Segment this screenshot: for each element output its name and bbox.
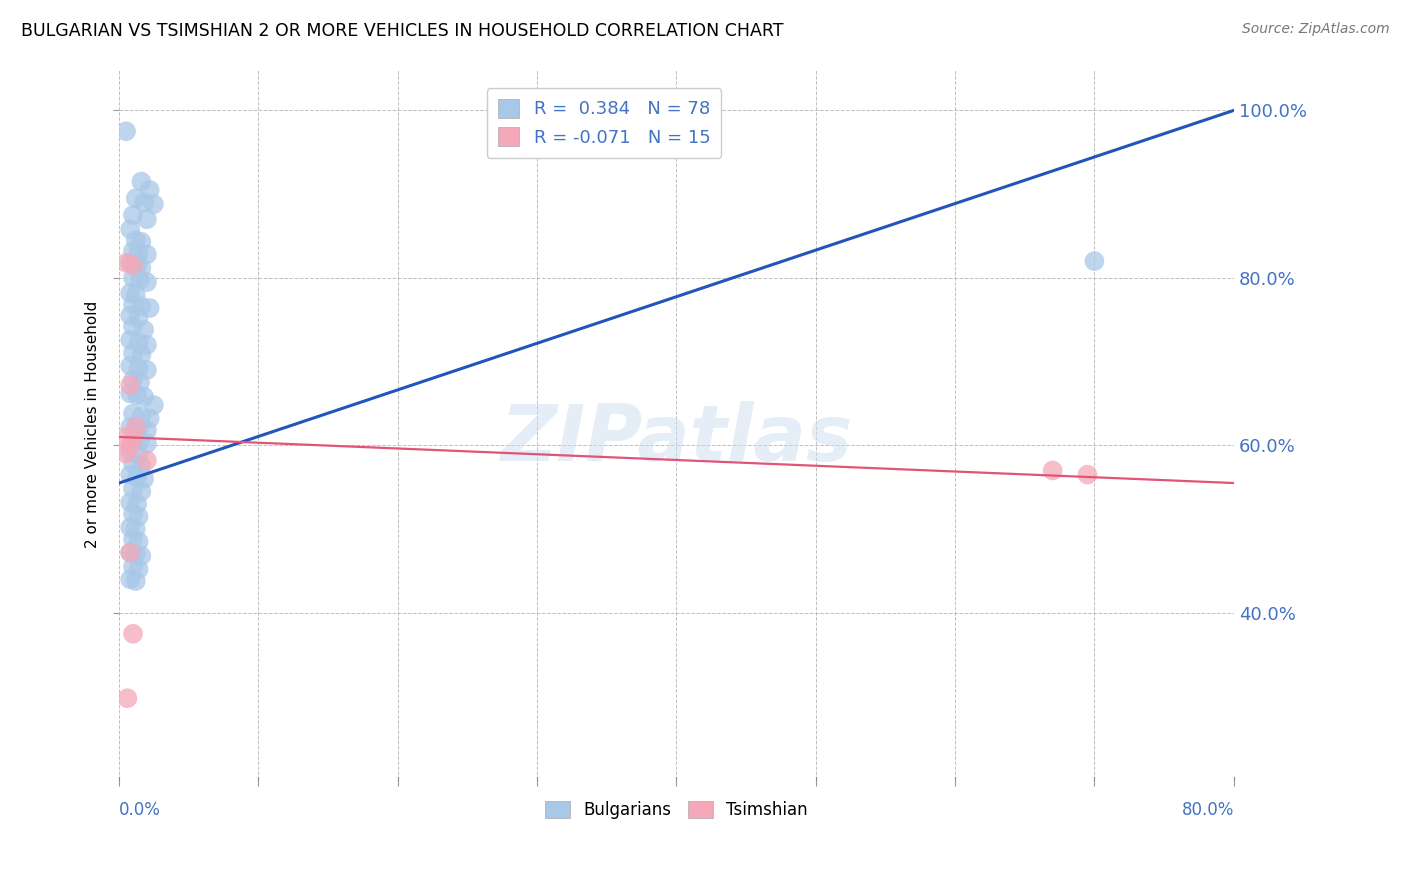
Point: [120, 545, 142, 559]
Point: [120, 520, 142, 534]
Point: [128, 562, 150, 576]
Point: [120, 256, 142, 270]
Point: [115, 124, 138, 138]
Point: [127, 258, 149, 272]
Point: [122, 432, 145, 446]
Text: ZIPatlas: ZIPatlas: [501, 401, 852, 476]
Point: [120, 222, 142, 236]
Point: [122, 319, 145, 334]
Point: [120, 572, 142, 586]
Point: [127, 497, 149, 511]
Point: [131, 235, 153, 249]
Point: [122, 346, 145, 360]
Point: [128, 335, 150, 350]
Point: [134, 390, 156, 404]
Text: 80.0%: 80.0%: [1181, 801, 1234, 819]
Point: [120, 467, 142, 482]
Point: [115, 430, 138, 444]
Point: [134, 195, 156, 210]
Point: [122, 532, 145, 546]
Point: [117, 691, 139, 706]
Point: [131, 175, 153, 189]
Point: [135, 363, 157, 377]
Point: [131, 409, 153, 423]
Point: [120, 386, 142, 401]
Point: [127, 388, 149, 402]
Legend: Bulgarians, Tsimshian: Bulgarians, Tsimshian: [538, 794, 814, 825]
Point: [128, 421, 150, 435]
Point: [131, 260, 153, 275]
Point: [122, 626, 145, 640]
Point: [122, 507, 145, 521]
Point: [125, 420, 148, 434]
Point: [115, 256, 138, 270]
Point: [125, 233, 148, 247]
Point: [1076, 467, 1098, 482]
Point: [135, 453, 157, 467]
Point: [125, 287, 148, 301]
Point: [128, 509, 150, 524]
Point: [127, 470, 149, 484]
Point: [122, 432, 145, 446]
Point: [129, 376, 152, 390]
Point: [1083, 254, 1105, 268]
Point: [120, 420, 142, 434]
Point: [125, 191, 148, 205]
Text: BULGARIAN VS TSIMSHIAN 2 OR MORE VEHICLES IN HOUSEHOLD CORRELATION CHART: BULGARIAN VS TSIMSHIAN 2 OR MORE VEHICLE…: [21, 22, 783, 40]
Point: [120, 545, 142, 559]
Point: [131, 459, 153, 474]
Point: [128, 311, 150, 326]
Point: [122, 407, 145, 421]
Point: [135, 247, 157, 261]
Point: [125, 547, 148, 561]
Point: [135, 212, 157, 227]
Point: [142, 398, 165, 412]
Point: [122, 373, 145, 387]
Point: [138, 411, 160, 425]
Point: [120, 438, 142, 452]
Point: [128, 447, 150, 461]
Point: [131, 484, 153, 499]
Point: [120, 445, 142, 459]
Point: [120, 495, 142, 509]
Point: [129, 434, 152, 449]
Point: [120, 309, 142, 323]
Point: [131, 348, 153, 362]
Point: [122, 298, 145, 312]
Point: [120, 359, 142, 373]
Point: [120, 285, 142, 300]
Point: [1042, 463, 1064, 477]
Point: [122, 258, 145, 272]
Point: [134, 472, 156, 486]
Point: [125, 574, 148, 588]
Point: [135, 436, 157, 450]
Point: [120, 333, 142, 347]
Point: [131, 299, 153, 313]
Point: [120, 378, 142, 392]
Point: [122, 559, 145, 574]
Point: [131, 549, 153, 563]
Text: Source: ZipAtlas.com: Source: ZipAtlas.com: [1241, 22, 1389, 37]
Point: [512, 124, 534, 138]
Point: [135, 338, 157, 352]
Point: [128, 534, 150, 549]
Point: [129, 272, 152, 286]
Point: [122, 244, 145, 258]
Point: [122, 208, 145, 222]
Point: [122, 271, 145, 285]
Point: [122, 482, 145, 496]
Point: [115, 447, 138, 461]
Point: [142, 197, 165, 211]
Y-axis label: 2 or more Vehicles in Household: 2 or more Vehicles in Household: [86, 301, 100, 548]
Point: [128, 361, 150, 376]
Point: [138, 183, 160, 197]
Text: 0.0%: 0.0%: [120, 801, 160, 819]
Point: [138, 301, 160, 315]
Point: [135, 423, 157, 437]
Point: [128, 245, 150, 260]
Point: [135, 275, 157, 289]
Point: [122, 457, 145, 471]
Point: [125, 522, 148, 536]
Point: [134, 323, 156, 337]
